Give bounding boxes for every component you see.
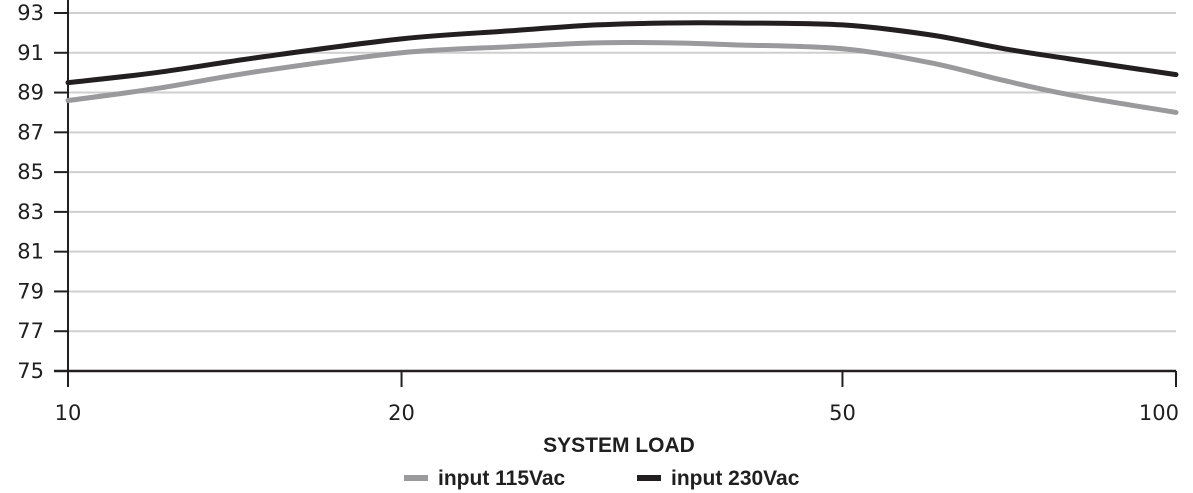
y-tick-label: 75 bbox=[17, 359, 44, 383]
x-tick-label: 100 bbox=[1139, 401, 1179, 425]
x-tick-label: 10 bbox=[55, 401, 82, 425]
series-line-input-115vac bbox=[65, 39, 1179, 115]
y-tick-label: 85 bbox=[17, 160, 44, 184]
legend: input 115Vac input 230Vac bbox=[404, 467, 800, 490]
x-tick-label: 50 bbox=[829, 401, 856, 425]
y-tick-label: 77 bbox=[17, 319, 44, 343]
y-tick-label: 87 bbox=[17, 120, 44, 144]
y-tick-label: 79 bbox=[17, 279, 44, 303]
y-tick-label: 83 bbox=[17, 200, 44, 224]
x-axis-title: SYSTEM LOAD bbox=[543, 434, 695, 457]
y-tick-label: 81 bbox=[17, 240, 44, 264]
legend-label: input 115Vac bbox=[438, 467, 566, 490]
x-tick-label: 20 bbox=[388, 401, 415, 425]
legend-label: input 230Vac bbox=[671, 467, 800, 490]
y-tick-label: 91 bbox=[17, 41, 44, 65]
axes bbox=[54, 0, 1177, 387]
y-tick-label: 93 bbox=[17, 1, 44, 25]
series-lines bbox=[65, 20, 1179, 115]
series-line-input-230vac bbox=[65, 20, 1179, 86]
tick-labels: 75 77 79 81 83 85 87 89 91 93 10 20 50 100 bbox=[17, 1, 1179, 425]
y-tick-label: 89 bbox=[17, 81, 44, 105]
gridlines bbox=[68, 12, 1176, 333]
